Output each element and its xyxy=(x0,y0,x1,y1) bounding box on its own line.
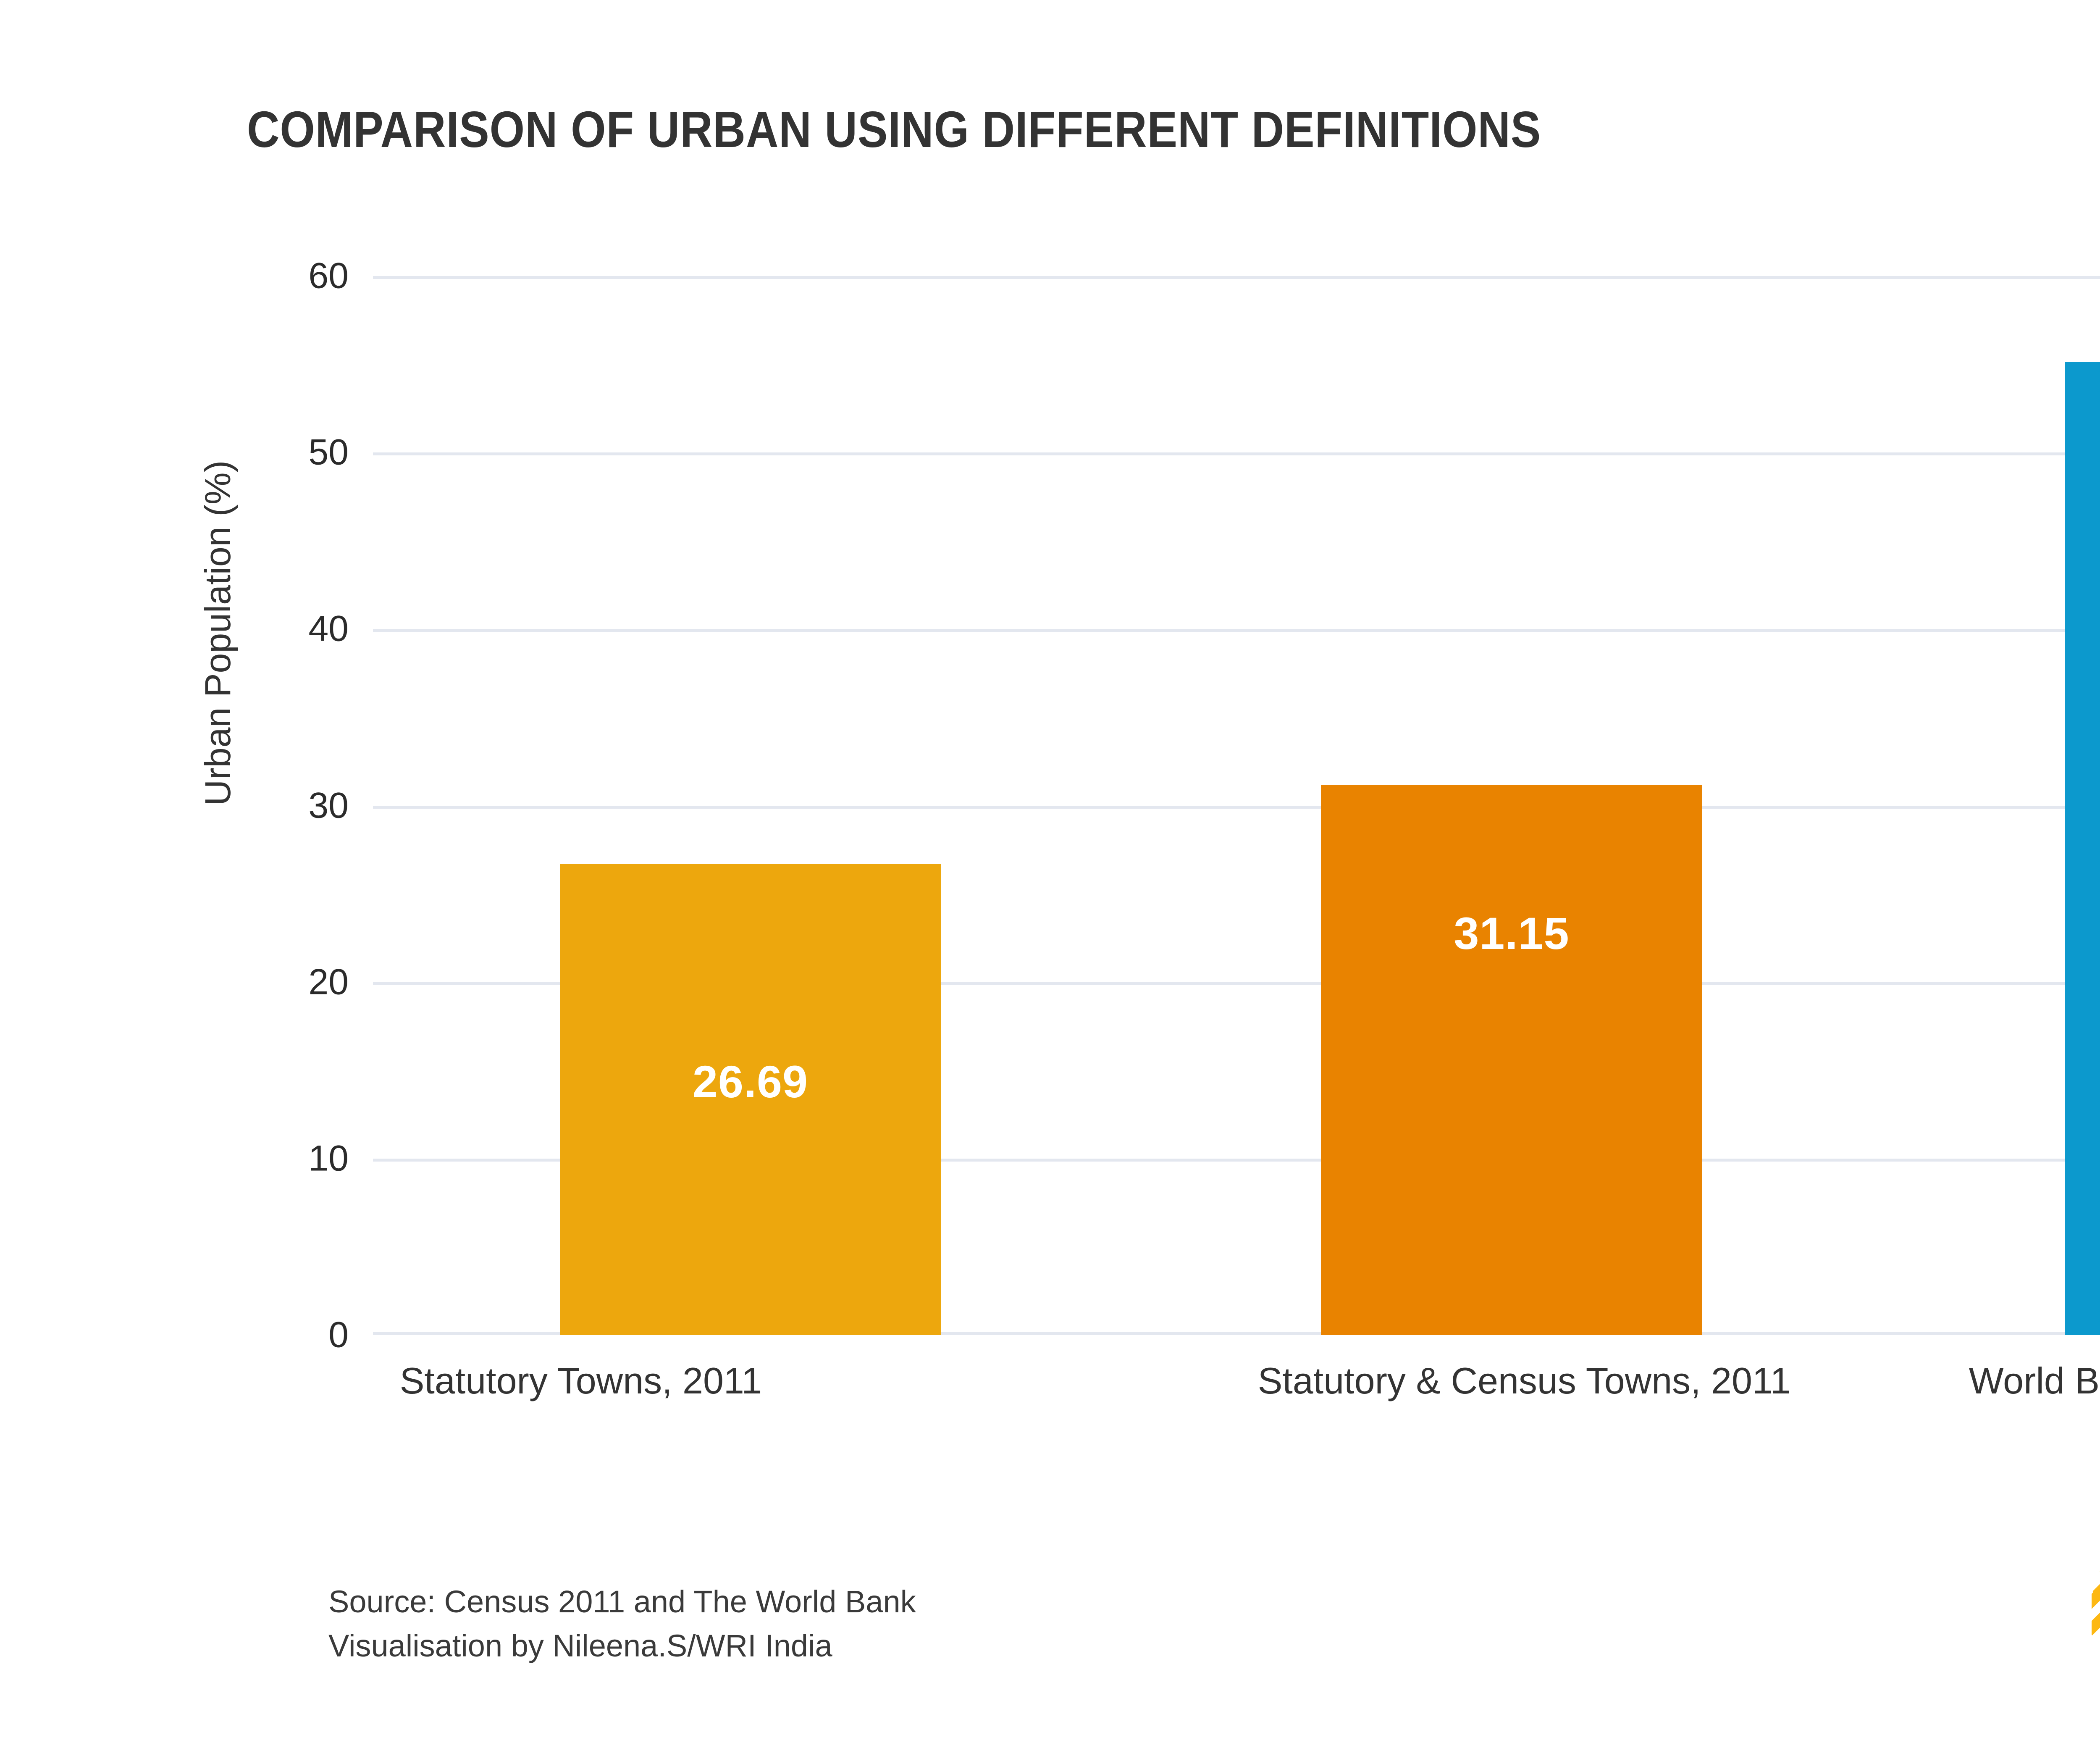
gridline-0 xyxy=(373,1332,2100,1335)
y-tick-10: 10 xyxy=(308,1138,349,1179)
x-tick-label-statutory-census-towns: Statutory & Census Towns, 2011 xyxy=(1257,1360,1791,1401)
gridline-20 xyxy=(373,982,2100,985)
gridline-10 xyxy=(373,1159,2100,1162)
y-tick-30: 30 xyxy=(308,785,349,826)
y-tick-50: 50 xyxy=(308,432,349,473)
plot-area: 26.69 31.15 55.13 xyxy=(373,276,2100,1335)
gridline-40 xyxy=(373,629,2100,632)
source-line-2: Visualisation by Nileena.S/WRI India xyxy=(328,1628,832,1664)
source-note: Source: Census 2011 and The World Bank V… xyxy=(328,1580,916,1668)
y-tick-20: 20 xyxy=(308,962,349,1002)
y-tick-60: 60 xyxy=(308,255,349,296)
bar-statutory-census-towns[interactable]: 31.15 xyxy=(1321,785,1702,1335)
page-title: COMPARISON OF URBAN USING DIFFERENT DEFI… xyxy=(247,101,1541,158)
y-tick-40: 40 xyxy=(308,608,349,649)
bar-value-label: 31.15 xyxy=(1454,908,1570,959)
wri-india-logo: WRI INDIA ROSS CENTER xyxy=(2084,1543,2100,1681)
bar-statutory-towns[interactable]: 26.69 xyxy=(560,864,941,1335)
x-tick-label-statutory-towns: Statutory Towns, 2011 xyxy=(399,1360,762,1401)
gridline-30 xyxy=(373,806,2100,809)
bar-world-bank-agglomeration-index[interactable]: 55.13 xyxy=(2065,362,2100,1335)
wri-lattice-icon xyxy=(2084,1543,2100,1669)
y-tick-0: 0 xyxy=(328,1314,349,1355)
source-line-1: Source: Census 2011 and The World Bank xyxy=(328,1584,916,1619)
bar-value-label: 55.13 xyxy=(2065,616,2100,669)
bar-value-label: 26.69 xyxy=(692,1056,808,1107)
gridline-60 xyxy=(373,276,2100,279)
y-axis-title: Urban Population (%) xyxy=(198,460,238,806)
gridline-50 xyxy=(373,452,2100,455)
